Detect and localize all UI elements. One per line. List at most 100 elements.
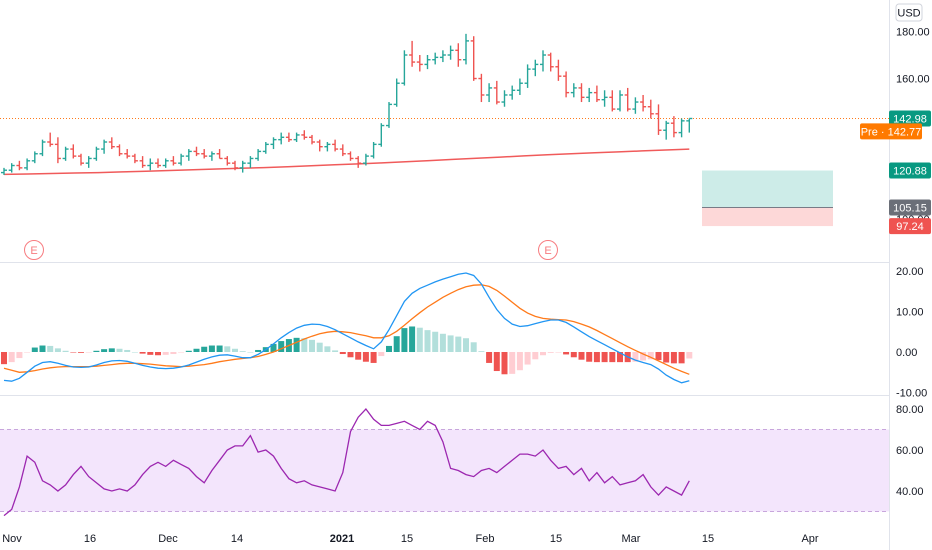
- ohlc-bar: [247, 156, 254, 168]
- macd-histogram-bar: [663, 352, 670, 363]
- ohlc-bar: [108, 137, 115, 150]
- ohlc-bar: [355, 156, 362, 168]
- ohlc-bar: [547, 52, 554, 72]
- moving-average-line: [3, 148, 690, 176]
- macd-histogram-bar: [232, 348, 238, 352]
- macd-line: [3, 272, 690, 384]
- macd-pane[interactable]: [1, 272, 693, 384]
- macd-histogram-bar: [455, 336, 462, 352]
- ohlc-bar: [301, 130, 308, 140]
- ohlc-bar: [516, 78, 523, 95]
- x-tick-label: Dec: [158, 533, 178, 545]
- rsi-band: [0, 429, 889, 512]
- ohlc-bar: [201, 149, 208, 159]
- macd-tick-label: 0.00: [896, 347, 917, 359]
- ohlc-bar: [663, 120, 670, 140]
- price-tag-box: [889, 162, 931, 179]
- macd-histogram-bar: [463, 338, 469, 352]
- macd-histogram-bar: [609, 352, 616, 363]
- stop-zone: [702, 207, 833, 227]
- macd-histogram-bar: [555, 352, 562, 353]
- macd-histogram-bar: [570, 352, 577, 358]
- price-tag: Pre · 142.77: [860, 123, 922, 140]
- signal-line: [3, 284, 690, 375]
- earnings-marker-label: E: [30, 245, 37, 257]
- macd-histogram-bar: [170, 352, 177, 355]
- ohlc-bar: [401, 50, 408, 86]
- ohlc-bar: [8, 163, 15, 173]
- ohlc-bar: [262, 142, 269, 154]
- ohlc-bar: [609, 90, 616, 112]
- ohlc-bar: [463, 33, 469, 65]
- x-tick-label: Feb: [476, 533, 495, 545]
- macd-histogram-bar: [24, 352, 31, 353]
- macd-histogram-bar: [393, 336, 400, 352]
- ohlc-bar: [162, 158, 169, 168]
- rsi-tick-label: 60.00: [896, 445, 924, 457]
- currency-box[interactable]: USD: [895, 3, 923, 22]
- macd-histogram-bar: [239, 351, 246, 352]
- ohlc-bar: [509, 85, 516, 100]
- ohlc-bar: [131, 153, 138, 164]
- ohlc-bar: [493, 80, 500, 105]
- rsi-line: [3, 407, 690, 517]
- x-tick-label: 15: [401, 533, 413, 545]
- ohlc-bar: [39, 139, 46, 157]
- ohlc-bar: [570, 83, 577, 98]
- ohlc-bar: [540, 50, 546, 72]
- macd-histogram-bar: [424, 330, 431, 352]
- macd-histogram-bar: [278, 341, 285, 352]
- ohlc-bar: [116, 144, 123, 157]
- earnings-marker: E: [24, 240, 44, 260]
- macd-histogram-bar: [270, 343, 277, 352]
- macd-histogram-bar: [309, 339, 315, 352]
- macd-histogram-bar: [216, 345, 223, 352]
- macd-histogram-bar: [678, 352, 685, 364]
- ohlc-bar: [447, 45, 454, 60]
- ohlc-bar: [378, 123, 385, 147]
- macd-histogram-bar: [255, 349, 262, 352]
- macd-histogram-bar: [470, 342, 477, 352]
- ohlc-bar: [185, 149, 192, 161]
- ohlc-bar: [270, 137, 277, 150]
- macd-histogram-bar: [432, 331, 439, 352]
- macd-histogram-bar: [124, 349, 131, 352]
- macd-histogram-bar: [370, 352, 377, 363]
- macd-histogram-bar: [47, 345, 54, 352]
- x-tick-label: 15: [550, 533, 562, 545]
- macd-histogram-bar: [208, 345, 215, 352]
- rsi-pane[interactable]: [0, 407, 889, 517]
- macd-histogram-bar: [339, 352, 346, 355]
- macd-histogram-bar: [78, 352, 84, 353]
- price-tag-label: Pre · 142.77: [861, 126, 922, 138]
- ohlc-bar: [393, 78, 400, 107]
- price-tag-box: [889, 110, 931, 127]
- ohlc-bar: [93, 146, 100, 161]
- ohlc-bar: [640, 94, 647, 112]
- ohlc-bar: [670, 116, 677, 138]
- price-tag-label: 142.98: [893, 114, 927, 126]
- ohlc-bar: [232, 160, 238, 171]
- macd-histogram-bar: [332, 350, 339, 352]
- macd-histogram-bar: [563, 352, 570, 355]
- ohlc-bar: [62, 146, 69, 161]
- macd-histogram-bar: [670, 352, 677, 364]
- macd-histogram-bar: [386, 345, 392, 352]
- overlay-layer: [0, 118, 889, 227]
- earnings-marker: E: [538, 240, 558, 260]
- macd-histogram-bar: [247, 352, 254, 353]
- macd-histogram-bar: [155, 352, 161, 356]
- macd-histogram-bar: [347, 352, 354, 358]
- macd-histogram-bar: [401, 328, 408, 352]
- ohlc-bar: [432, 52, 439, 65]
- price-tag: 120.88: [889, 162, 931, 179]
- ohlc-bar: [124, 149, 131, 159]
- macd-histogram-bar: [1, 352, 7, 365]
- macd-tick-label: 20.00: [896, 266, 924, 278]
- x-tick-label: 14: [231, 533, 243, 545]
- ohlc-bar: [85, 156, 92, 168]
- target-zone: [702, 170, 833, 208]
- macd-histogram-bar: [362, 352, 369, 362]
